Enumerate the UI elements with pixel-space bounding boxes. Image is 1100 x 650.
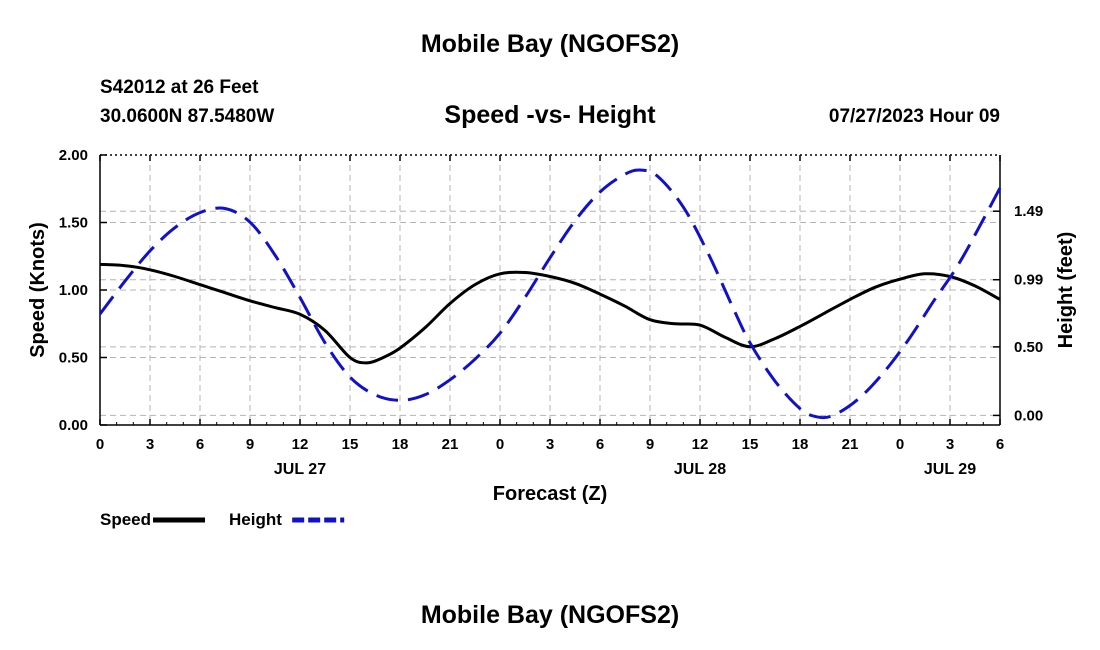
- axis-labels: 0 3 6 9 12 15 18 21 0 3 6 9 12 15 18 21 0 3 6 JUL 27 JUL 28 J…: [27, 147, 1077, 505]
- x-tick-label: 6: [996, 436, 1004, 453]
- y-tick-label: 1.00: [59, 282, 88, 299]
- x-tick-label: 15: [742, 436, 759, 453]
- forecast-datetime: 07/27/2023 Hour 09: [828, 106, 1000, 127]
- x-tick-label: 12: [292, 436, 309, 453]
- x-tick-label: 6: [196, 436, 204, 453]
- legend-label-height: Height: [229, 510, 282, 529]
- page-title: Mobile Bay (NGOFS2): [420, 30, 680, 58]
- x-tick-label: 15: [342, 436, 359, 453]
- date-label: JUL 28: [674, 461, 726, 478]
- x-tick-label: 0: [896, 436, 904, 453]
- y-axis-title: Speed (Knots): [27, 222, 49, 358]
- x-tick-label: 18: [392, 436, 409, 453]
- speed-series-line: [99, 262, 1001, 365]
- station-label: S42012 at 26 Feet: [100, 77, 259, 98]
- y2-tick-label: 0.00: [1014, 407, 1043, 424]
- x-tick-label: 3: [546, 436, 554, 453]
- x-tick-label: 12: [692, 436, 709, 453]
- axis-ticks: [99, 154, 1001, 426]
- footer-title: Mobile Bay (NGOFS2): [420, 601, 680, 629]
- y-tick-label: 0.00: [59, 417, 88, 434]
- legend: Speed Height: [100, 510, 345, 529]
- y-tick-label: 2.00: [59, 147, 88, 164]
- x-tick-label: 0: [496, 436, 504, 453]
- series: [98, 168, 1002, 420]
- coordinates-label: 30.0600N 87.5480W: [100, 106, 275, 127]
- legend-label-speed: Speed: [100, 510, 151, 529]
- x-tick-label: 21: [842, 436, 859, 453]
- y-tick-label: 1.50: [59, 215, 88, 232]
- x-tick-label: 9: [646, 436, 654, 453]
- date-label: JUL 29: [924, 461, 976, 478]
- y-tick-label: 0.50: [59, 350, 88, 367]
- height-series-line: [98, 168, 1002, 420]
- y2-axis-title: Height (feet): [1055, 232, 1077, 349]
- y2-tick-label: 0.99: [1014, 272, 1043, 289]
- plot-title: Speed -vs- Height: [444, 101, 656, 129]
- x-tick-label: 9: [246, 436, 254, 453]
- x-tick-label: 0: [96, 436, 104, 453]
- date-label: JUL 27: [274, 461, 326, 478]
- x-tick-label: 6: [596, 436, 604, 453]
- x-tick-label: 21: [442, 436, 459, 453]
- x-axis-title: Forecast (Z): [493, 483, 607, 505]
- y2-tick-label: 0.50: [1014, 339, 1043, 356]
- x-tick-label: 18: [792, 436, 809, 453]
- y2-tick-label: 1.49: [1014, 203, 1043, 220]
- grid: [100, 155, 1000, 425]
- x-tick-label: 3: [946, 436, 954, 453]
- x-tick-label: 3: [146, 436, 154, 453]
